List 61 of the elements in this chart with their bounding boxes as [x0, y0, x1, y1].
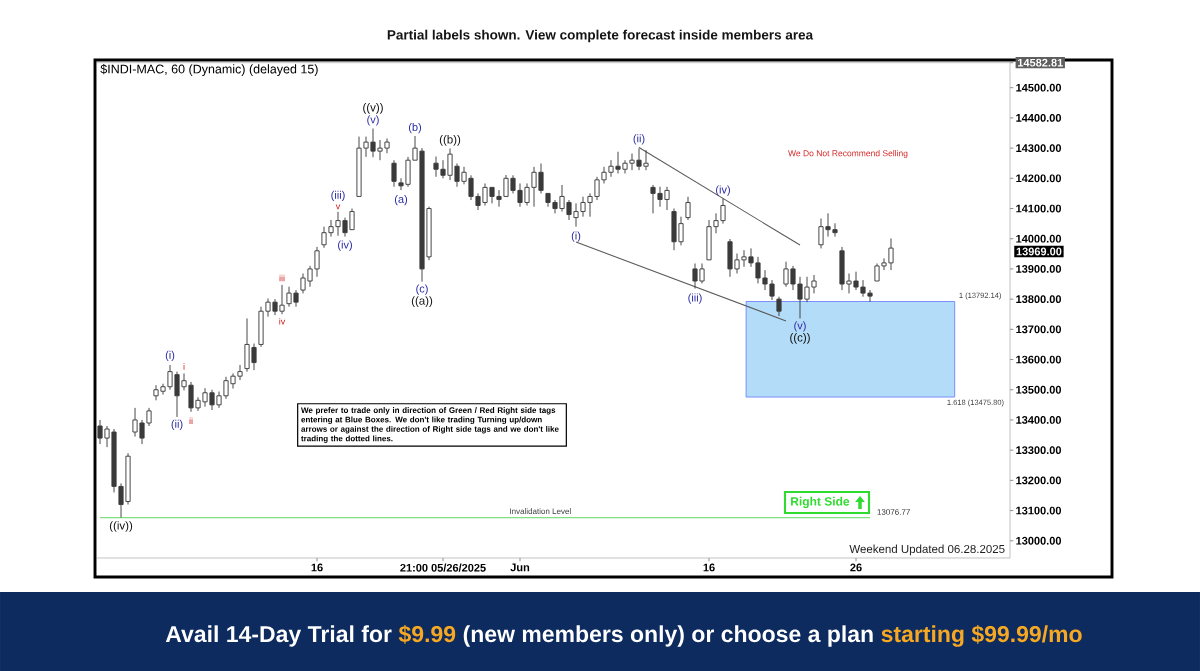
- y-tick-label: 14400.00: [1016, 114, 1062, 122]
- annotation: ((a)): [411, 296, 433, 307]
- annotation: (b): [408, 122, 422, 134]
- annotation: ii: [189, 417, 193, 425]
- annotation: v: [335, 204, 341, 210]
- y-tick-label: 13400.00: [1016, 416, 1062, 424]
- annotation: ((c)): [790, 333, 810, 344]
- y-tick-label: 13000.00: [1016, 536, 1062, 545]
- annotation: iii: [279, 274, 285, 282]
- annotation: i: [183, 363, 185, 370]
- annotation: Weekend Updated 06.28.2025: [849, 544, 1005, 556]
- y-tick-label: 14300.00: [1016, 144, 1062, 153]
- annotation: (v): [367, 115, 379, 126]
- annotation: (i): [165, 350, 175, 362]
- annotation: (i): [571, 231, 581, 242]
- y-tick-label: 14500.00: [1016, 83, 1062, 92]
- x-tick-label: 16: [311, 563, 323, 572]
- text: Partial labels shown. View complete forecast inside members area: [387, 29, 814, 43]
- annotation: ((iv)): [109, 521, 133, 532]
- annotation: iv: [279, 317, 286, 325]
- annotation: (iii): [331, 190, 345, 201]
- annotation: (v): [794, 321, 806, 332]
- annotation: (iii): [688, 293, 702, 304]
- y-tick-label: 14100.00: [1016, 204, 1062, 213]
- x-tick-label: 21:00 05/26/2025: [400, 563, 486, 572]
- annotation: ((b)): [439, 135, 461, 146]
- y-tick-label: 13200.00: [1016, 476, 1062, 485]
- annotation: We Do Not Recommend Selling: [788, 150, 908, 158]
- annotation: ((v)): [363, 103, 383, 114]
- annotation: (c): [416, 284, 428, 295]
- x-tick-label: 26: [850, 563, 862, 572]
- y-tick-label: 13500.00: [1016, 385, 1062, 394]
- y-tick-label: 14000.00: [1016, 234, 1062, 243]
- text: $9.99: [398, 624, 456, 644]
- x-tick-label: Jun: [510, 563, 530, 572]
- x-tick-label: 16: [703, 563, 715, 572]
- y-tick-label: 14200.00: [1016, 174, 1062, 183]
- text: Avail 14-Day Trial for: [165, 625, 392, 647]
- annotation: We prefer to trade only in direction of Green / Red Right side tags entering at Blue Boxes. We don't like trading Turning up/down arrows or against the direction of Right side tags and we don't like trading the dotted lines.: [301, 407, 559, 443]
- text: 13969.00: [1016, 247, 1062, 256]
- y-tick-label: 13300.00: [1016, 446, 1062, 455]
- text: starting $99.99/mo: [881, 624, 1082, 647]
- annotation: (ii): [633, 134, 645, 145]
- ref-line-label: Invalidation Level: [510, 508, 571, 515]
- annotation: (iv): [716, 185, 730, 196]
- candlestick: [776, 296, 782, 317]
- y-tick-label: 14582.81: [1018, 58, 1063, 67]
- annotation: 13076.77: [877, 509, 910, 515]
- annotation: (iv): [338, 240, 352, 251]
- y-tick-label: 13100.00: [1016, 506, 1062, 515]
- annotation: Right Side: [791, 496, 850, 509]
- candlestick: [391, 159, 397, 188]
- y-tick-label: 13600.00: [1016, 355, 1062, 364]
- annotation: (ii): [171, 419, 183, 431]
- chart-title: $INDI-MAC, 60 (Dynamic) (delayed 15): [100, 64, 318, 76]
- y-tick-label: 13800.00: [1016, 295, 1062, 304]
- text: (new members only) or choose a plan: [463, 625, 873, 647]
- annotation: (a): [394, 194, 408, 206]
- y-tick-label: 13700.00: [1016, 325, 1062, 334]
- candlestick: [685, 196, 691, 221]
- y-tick-label: 13900.00: [1016, 265, 1062, 273]
